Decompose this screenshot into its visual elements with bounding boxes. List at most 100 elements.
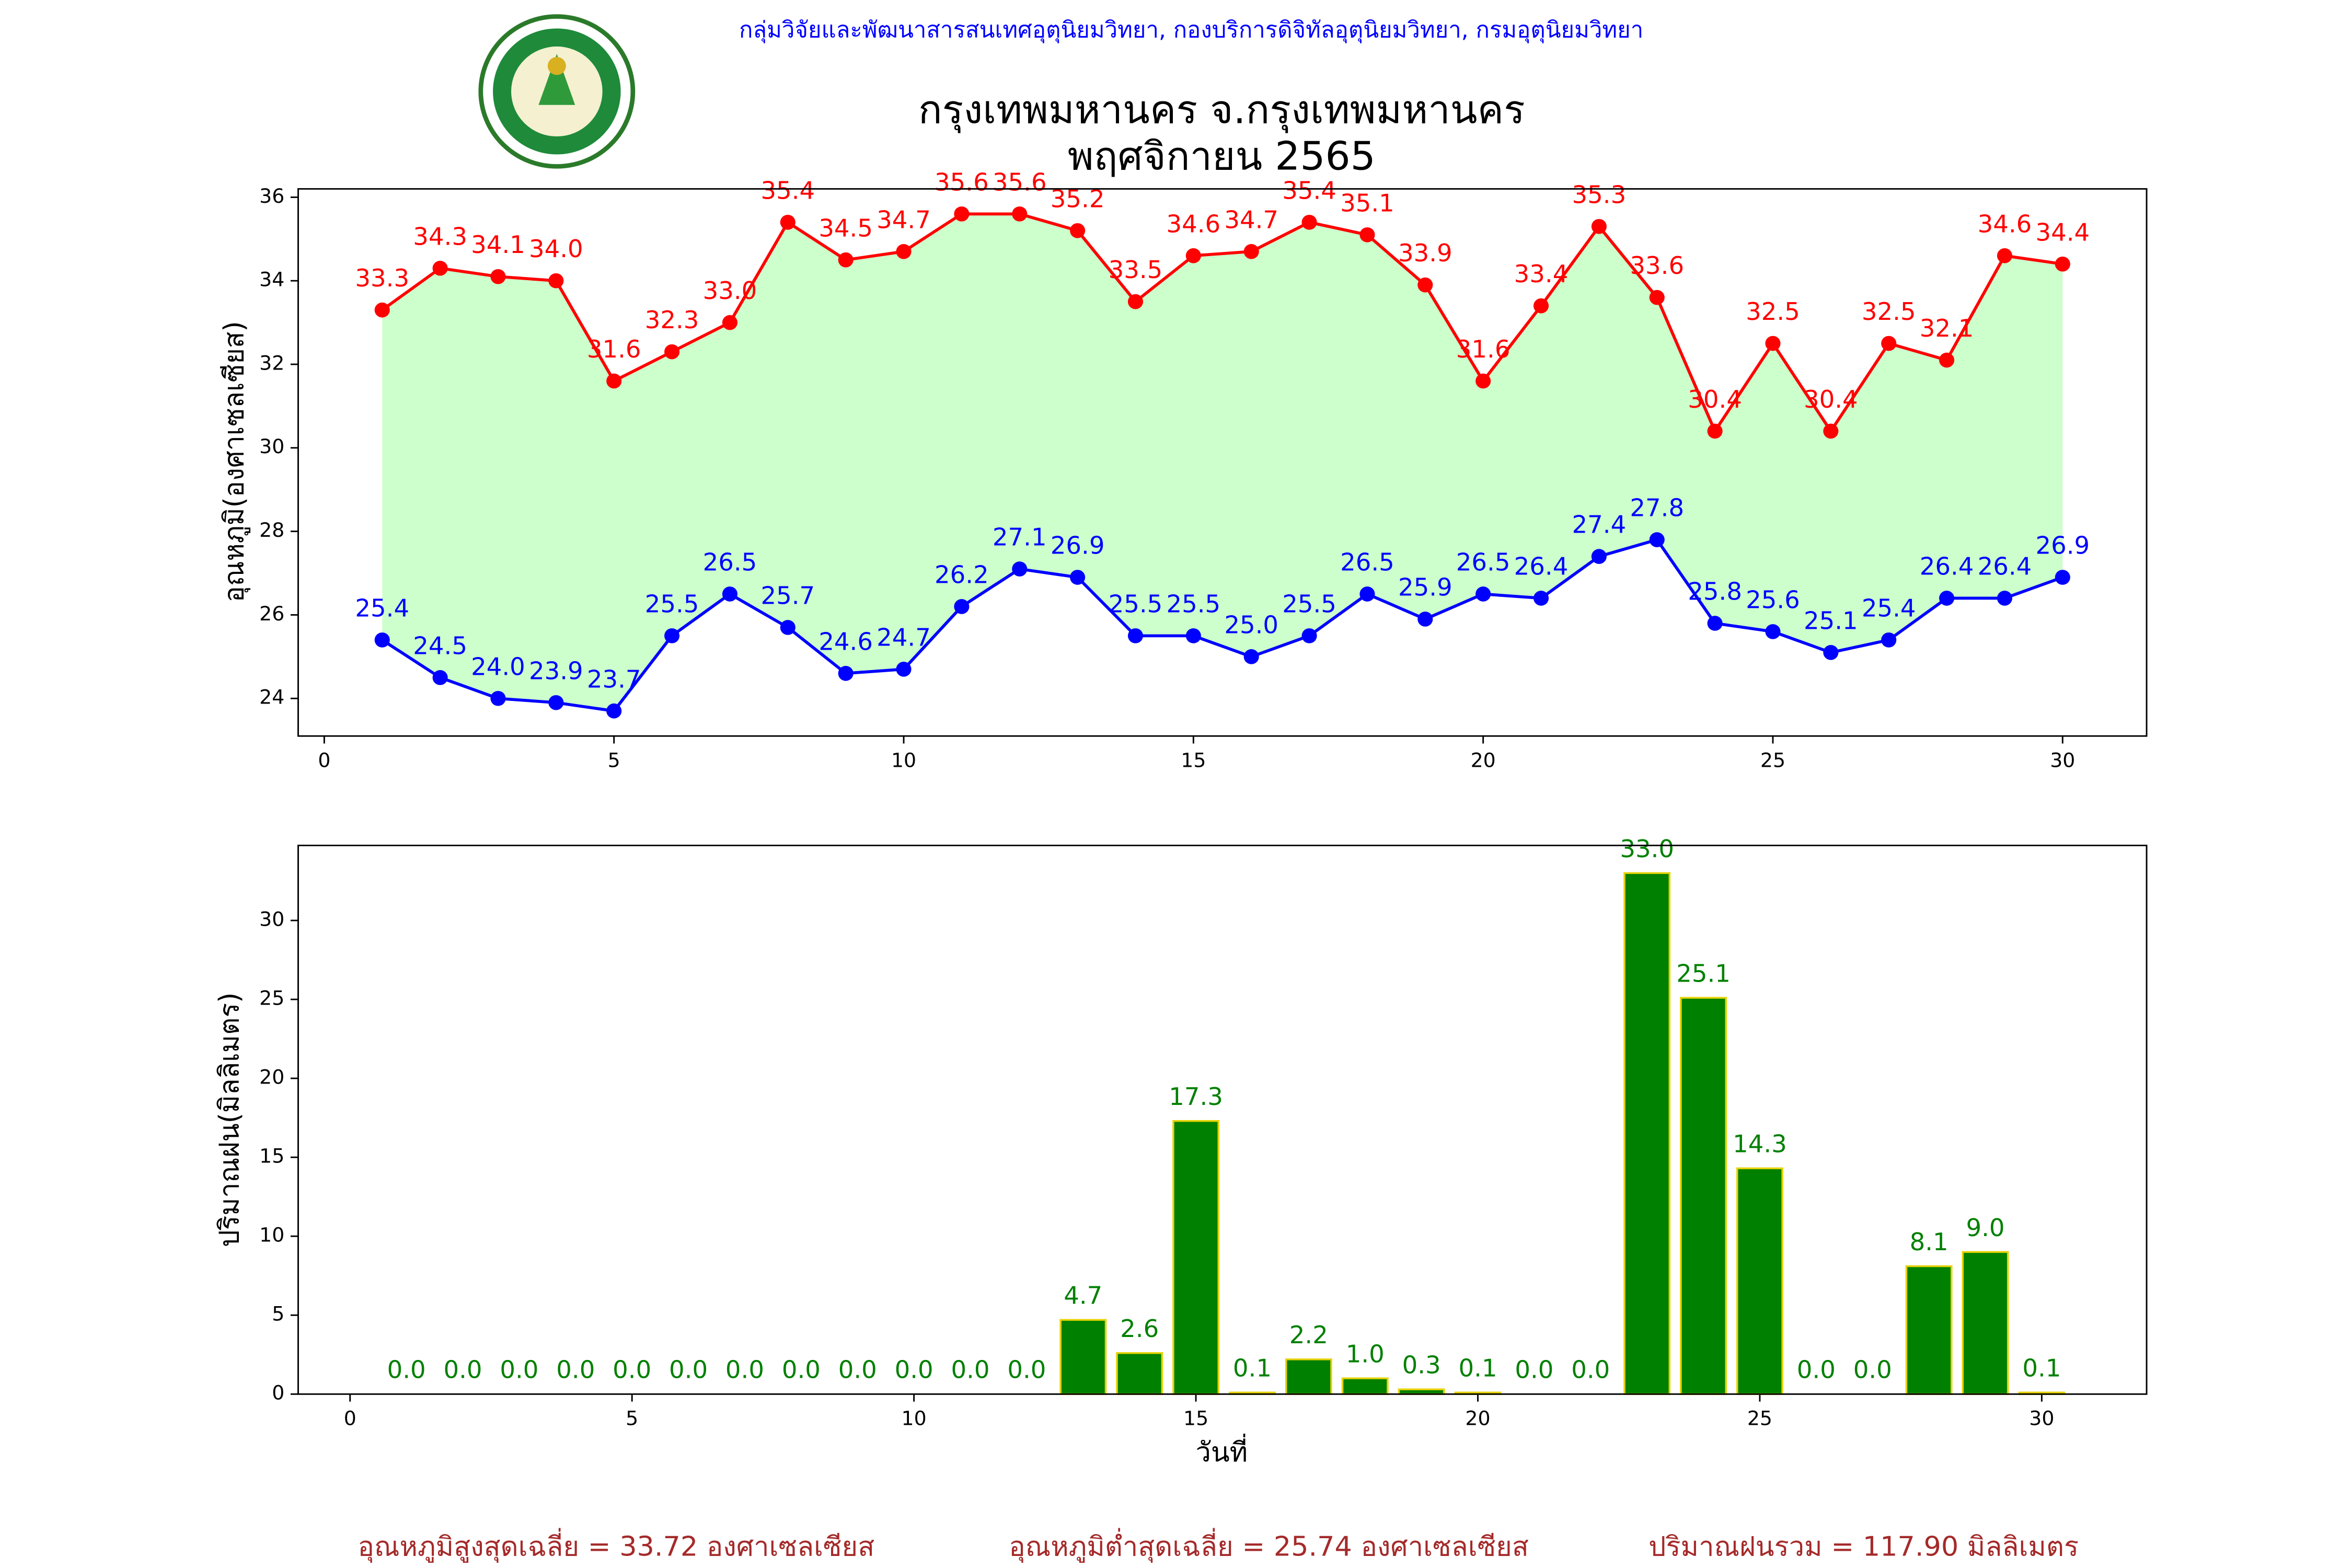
bar (1623, 872, 1671, 1396)
bar (1736, 1167, 1783, 1396)
data-label: 25.9 (1398, 573, 1452, 602)
data-label: 0.1 (2022, 1354, 2061, 1382)
data-label: 0.0 (1853, 1356, 1892, 1384)
data-label: 0.0 (444, 1356, 482, 1384)
data-point (374, 632, 390, 648)
data-point (1533, 591, 1549, 606)
data-label: 0.1 (1233, 1354, 1272, 1382)
data-label: 33.0 (703, 276, 757, 305)
data-label: 0.0 (613, 1356, 651, 1384)
data-label: 25.1 (1804, 607, 1858, 635)
bar (1962, 1251, 2009, 1396)
y-tick-label: 10 (259, 1224, 284, 1247)
data-label: 0.0 (1007, 1356, 1046, 1384)
data-point (1359, 586, 1375, 602)
data-label: 34.5 (818, 214, 873, 243)
series-line (381, 212, 2063, 434)
data-label: 24.5 (413, 632, 467, 660)
data-label: 35.4 (760, 177, 815, 205)
plot-frame (297, 845, 2148, 1395)
data-point (1070, 570, 1086, 585)
y-tick-label: 24 (259, 686, 284, 709)
data-point (896, 662, 912, 677)
data-label: 34.6 (1978, 210, 2032, 238)
data-label: 33.9 (1398, 239, 1452, 268)
data-label: 25.5 (1282, 590, 1336, 618)
data-point (722, 586, 737, 602)
data-point (1243, 244, 1259, 259)
data-point (1127, 294, 1144, 309)
data-label: 32.5 (1746, 297, 1800, 326)
data-label: 27.1 (993, 523, 1047, 551)
data-point (1765, 624, 1781, 639)
data-label: 27.8 (1630, 494, 1684, 522)
logo-head (547, 56, 566, 75)
data-label: 25.8 (1688, 578, 1742, 606)
data-label: 25.5 (1109, 590, 1163, 618)
data-label: 0.3 (1402, 1351, 1441, 1379)
data-label: 25.5 (1167, 590, 1221, 618)
data-point (1533, 298, 1549, 314)
data-label: 17.3 (1169, 1082, 1223, 1111)
y-tick-label: 30 (259, 435, 284, 458)
data-label: 14.3 (1733, 1130, 1787, 1158)
y-tick-label: 0 (272, 1381, 284, 1404)
data-label: 34.6 (1167, 210, 1221, 238)
data-point (838, 252, 854, 268)
data-point (490, 269, 506, 284)
data-label: 0.0 (387, 1356, 426, 1384)
data-label: 4.7 (1064, 1282, 1102, 1310)
data-label: 32.5 (1862, 297, 1916, 326)
y-tick-label: 32 (259, 352, 284, 375)
data-point (1939, 591, 1955, 606)
data-point (1823, 645, 1839, 660)
x-axis-label: วันที่ (1195, 1433, 1248, 1468)
y-tick-label: 25 (259, 987, 284, 1010)
x-tick-label: 0 (344, 1407, 356, 1430)
bar (1285, 1358, 1332, 1396)
bar (1341, 1377, 1389, 1396)
data-point (1359, 227, 1375, 243)
x-tick-label: 10 (891, 749, 916, 772)
data-label: 25.6 (1746, 586, 1800, 614)
data-label: 32.1 (1920, 314, 1974, 342)
data-label: 26.5 (1340, 548, 1394, 577)
y-tick-label: 36 (259, 185, 284, 207)
data-label: 1.0 (1346, 1340, 1385, 1368)
data-label: 25.1 (1676, 960, 1731, 988)
footer-stat: อุณหภูมิสูงสุดเฉลี่ย = 33.72 องศาเซลเซีย… (358, 1528, 874, 1563)
x-tick-label: 20 (1471, 749, 1496, 772)
data-label: 34.0 (529, 235, 583, 263)
data-label: 25.0 (1224, 611, 1278, 639)
data-label: 8.1 (1910, 1228, 1949, 1256)
x-tick-label: 25 (1747, 1407, 1772, 1430)
data-label: 25.5 (645, 590, 699, 618)
data-point (606, 373, 622, 389)
data-point (2055, 256, 2070, 272)
data-point (1012, 206, 1028, 222)
bar (1116, 1352, 1163, 1396)
header: กลุ่มวิจัยและพัฒนาสารสนเทศอุตุนิยมวิทยา,… (739, 17, 1643, 44)
data-label: 35.6 (935, 168, 989, 197)
plot-frame (297, 188, 2148, 737)
data-point (548, 695, 564, 710)
y-tick-label: 15 (259, 1145, 284, 1168)
data-label: 27.4 (1572, 511, 1627, 539)
data-label: 23.9 (529, 657, 583, 685)
x-tick-label: 15 (1183, 1407, 1208, 1430)
y-tick-label: 34 (259, 268, 284, 291)
data-label: 34.7 (1224, 206, 1278, 234)
series-line (381, 538, 2063, 713)
data-point (1301, 628, 1317, 643)
data-label: 33.3 (355, 264, 409, 292)
data-label: 30.4 (1804, 385, 1858, 413)
data-point (1185, 628, 1201, 643)
data-point (1707, 616, 1723, 631)
data-label: 35.6 (993, 168, 1047, 197)
y-tick-label: 30 (259, 908, 284, 931)
data-label: 32.3 (645, 306, 699, 334)
y-tick-label: 5 (272, 1302, 284, 1325)
y-axis-label: ปริมาณฝน(มิลลิเมตร) (214, 993, 245, 1247)
data-point (432, 260, 448, 276)
